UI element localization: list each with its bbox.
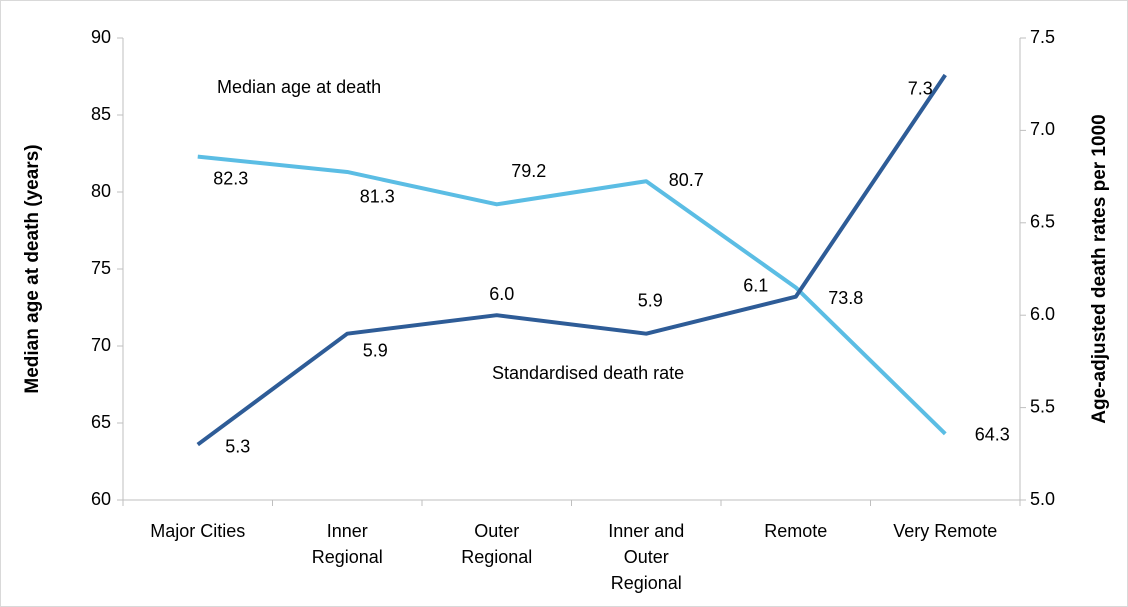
y2-tick-label: 7.5 <box>1030 27 1055 47</box>
data-label: 82.3 <box>213 168 248 188</box>
x-tick-label: Inner and Outer Regional <box>608 521 685 593</box>
series-name: Median age at death <box>217 77 381 97</box>
y2-tick-label: 5.5 <box>1030 396 1055 416</box>
x-tick-label: Outer Regional <box>461 521 533 567</box>
data-label: 5.9 <box>638 290 663 310</box>
y-axis-title: Median age at death (years) <box>22 144 43 393</box>
data-label: 5.3 <box>225 436 250 456</box>
data-label: 80.7 <box>669 170 704 190</box>
data-label: 6.0 <box>489 284 514 304</box>
y2-tick-label: 6.0 <box>1030 304 1055 324</box>
y-tick-label: 60 <box>91 489 111 509</box>
data-label: 64.3 <box>975 425 1010 445</box>
x-tick-label: Very Remote <box>893 521 998 541</box>
y2-tick-label: 7.0 <box>1030 119 1055 139</box>
y2-axis-title: Age-adjusted death rates per 1000 <box>1089 114 1110 423</box>
series-line <box>196 73 947 447</box>
data-label: 7.3 <box>908 79 933 99</box>
data-label: 79.2 <box>511 161 546 181</box>
y-tick-label: 80 <box>91 181 111 201</box>
data-label: 73.8 <box>828 288 863 308</box>
y-tick-label: 85 <box>91 104 111 124</box>
y-tick-label: 90 <box>91 27 111 47</box>
data-label: 6.1 <box>743 275 768 295</box>
y-tick-label: 70 <box>91 335 111 355</box>
data-label: 81.3 <box>360 187 395 207</box>
y-tick-label: 75 <box>91 258 111 278</box>
x-tick-label: Remote <box>764 521 828 541</box>
series-line <box>197 154 947 436</box>
x-tick-label: Major Cities <box>150 521 246 541</box>
y-tick-label: 65 <box>91 412 111 432</box>
series-name: Standardised death rate <box>492 363 684 383</box>
y2-tick-label: 6.5 <box>1030 212 1055 232</box>
x-tick-label: Inner Regional <box>311 521 383 567</box>
y2-tick-label: 5.0 <box>1030 489 1055 509</box>
data-label: 5.9 <box>363 340 388 360</box>
